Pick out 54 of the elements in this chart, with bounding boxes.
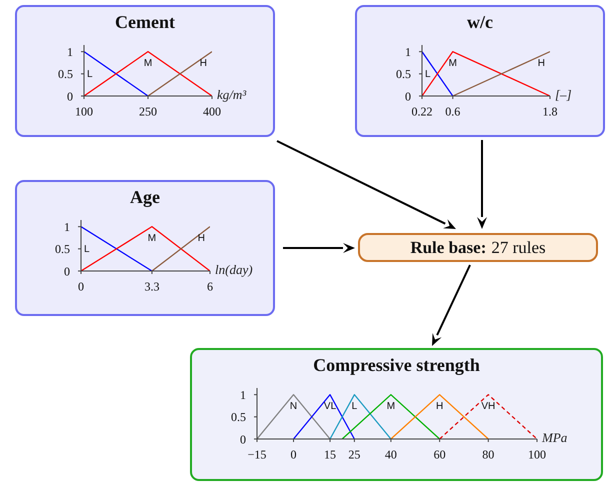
x-tick-label: 0 [290, 448, 297, 462]
y-tick-label: 1 [405, 44, 411, 59]
x-tick-label: 15 [324, 448, 336, 462]
x-axis-title: MPa [542, 430, 568, 446]
series-label: M [448, 58, 457, 69]
y-tick-label: 0.5 [231, 410, 246, 424]
chart-title: Cement [114, 12, 176, 33]
chart-title: w/c [466, 12, 494, 33]
y-tick-label: 0 [240, 432, 246, 446]
x-tick-label: 100 [75, 104, 93, 119]
series-label: L [425, 69, 431, 80]
x-tick-label: −15 [248, 448, 266, 462]
x-tick-label: 250 [139, 104, 157, 119]
chart-title: Age [129, 187, 161, 208]
x-axis-title: ln(day) [215, 262, 253, 278]
series-label: H [538, 58, 545, 69]
series-label: H [200, 58, 207, 69]
series-label: L [84, 244, 90, 256]
x-tick-label: 3.3 [144, 280, 160, 294]
y-tick-label: 0.5 [396, 67, 411, 82]
series-label: M [148, 232, 156, 244]
x-tick-label: 0.6 [445, 104, 460, 119]
series-label: VH [481, 400, 496, 412]
series-label: VL [324, 400, 336, 412]
x-tick-label: 0 [78, 280, 84, 294]
y-tick-label: 1 [64, 220, 70, 234]
x-axis-title: [–] [555, 87, 572, 103]
x-tick-label: 6 [207, 280, 213, 294]
x-axis-title: kg/m³ [217, 87, 246, 103]
x-tick-label: 25 [348, 448, 360, 462]
x-tick-label: 100 [528, 448, 546, 462]
series-label: M [386, 400, 396, 412]
y-tick-label: 0.5 [58, 67, 73, 82]
x-tick-label: 40 [384, 448, 397, 462]
x-tick-label: 0.22 [412, 104, 432, 119]
x-tick-label: 60 [434, 448, 446, 462]
series-label: L [352, 400, 358, 412]
y-tick-label: 1 [67, 44, 73, 59]
series-label: H [436, 400, 444, 412]
series-label: L [87, 69, 93, 80]
x-tick-label: 400 [203, 104, 221, 119]
chart-title: Compressive strength [312, 355, 481, 376]
y-tick-label: 0 [64, 264, 70, 278]
y-tick-label: 0 [67, 89, 73, 104]
x-tick-label: 80 [482, 448, 494, 462]
series-label: N [290, 400, 298, 412]
y-tick-label: 0 [405, 89, 411, 104]
series-label: H [198, 232, 205, 244]
series-label: M [144, 58, 152, 69]
y-tick-label: 0.5 [55, 242, 70, 256]
x-tick-label: 1.8 [542, 104, 558, 119]
y-tick-label: 1 [240, 388, 246, 402]
text: Rule base: [410, 238, 486, 258]
text: 27 rules [491, 238, 546, 258]
